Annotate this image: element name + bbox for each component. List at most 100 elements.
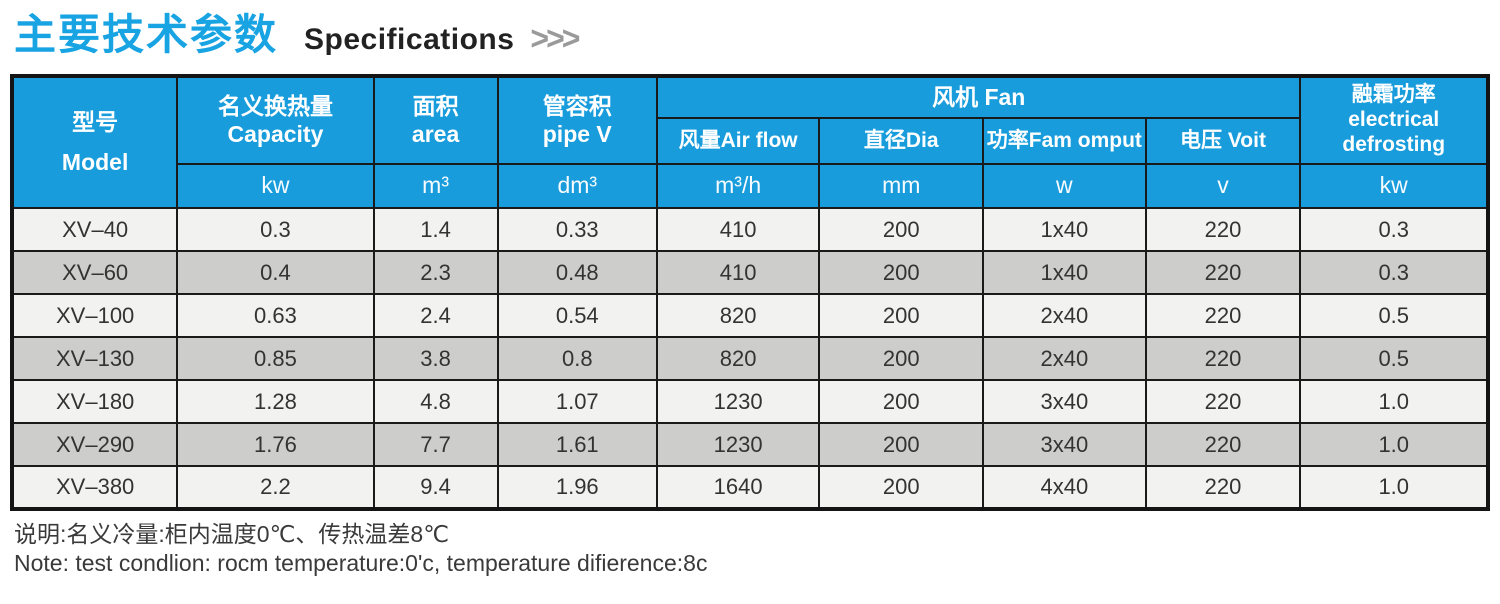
col-header-model-zh: 型号 (72, 109, 119, 136)
table-row: XV–40 0.3 1.4 0.33 410 200 1x40 220 0.3 (10, 207, 1489, 252)
value-cell: 1640 (655, 465, 821, 510)
value-cell: 220 (1144, 293, 1302, 338)
value-cell: 9.4 (372, 465, 499, 510)
col-header-volt: 电压 Voit (1144, 117, 1302, 165)
note-zh: 说明:名义冷量:柜内温度0℃、传热温差8℃ (14, 521, 450, 547)
value-cell: 1.61 (496, 422, 658, 467)
unit-air-flow: m³/h (655, 163, 821, 209)
value-cell: 2.2 (176, 465, 375, 510)
value-cell: 3x40 (982, 422, 1147, 467)
value-cell: 1.28 (176, 379, 375, 424)
col-header-model: 型号 Model (10, 75, 179, 209)
table-row: XV–380 2.2 9.4 1.96 1640 200 4x40 220 1.0 (10, 465, 1489, 510)
value-cell: 1.76 (176, 422, 375, 467)
value-cell: 220 (1144, 379, 1302, 424)
value-cell: 820 (655, 293, 821, 338)
value-cell: 200 (818, 422, 985, 467)
model-cell: XV–130 (10, 336, 179, 381)
value-cell: 220 (1144, 207, 1302, 252)
value-cell: 3x40 (982, 379, 1147, 424)
table-row: XV–130 0.85 3.8 0.8 820 200 2x40 220 0.5 (10, 336, 1489, 381)
value-cell: 820 (655, 336, 821, 381)
value-cell: 0.85 (176, 336, 375, 381)
value-cell: 220 (1144, 250, 1302, 295)
specifications-table: 型号 Model 名义换热量 Capacity 面积 area 管容积 pipe… (10, 74, 1490, 511)
value-cell: 0.54 (496, 293, 658, 338)
unit-dia: mm (818, 163, 985, 209)
model-cell: XV–40 (10, 207, 179, 252)
col-header-fan-group: 风机 Fan (655, 75, 1302, 119)
model-cell: XV–290 (10, 422, 179, 467)
value-cell: 1230 (655, 422, 821, 467)
value-cell: 0.48 (496, 250, 658, 295)
value-cell: 1.0 (1299, 422, 1489, 467)
col-header-dia: 直径Dia (818, 117, 985, 165)
page-header: 主要技术参数 Specifications >>> (0, 0, 1500, 74)
col-header-capacity-zh: 名义换热量 (217, 92, 333, 119)
value-cell: 3.8 (372, 336, 499, 381)
col-header-defrost-en1: electrical (1348, 108, 1440, 132)
value-cell: 220 (1144, 422, 1302, 467)
col-header-area-zh: 面积 (412, 92, 459, 119)
unit-fan-power: w (982, 163, 1147, 209)
footnotes: 说明:名义冷量:柜内温度0℃、传热温差8℃ Note: test condlio… (14, 520, 1500, 578)
col-header-air-flow: 风量Air flow (655, 117, 821, 165)
value-cell: 0.63 (176, 293, 375, 338)
model-cell: XV–380 (10, 465, 179, 510)
value-cell: 2x40 (982, 293, 1147, 338)
value-cell: 0.8 (496, 336, 658, 381)
unit-pipe-v: dm³ (496, 163, 658, 209)
value-cell: 4x40 (982, 465, 1147, 510)
unit-area: m³ (372, 163, 499, 209)
table-row: XV–290 1.76 7.7 1.61 1230 200 3x40 220 1.0 (10, 422, 1489, 467)
value-cell: 200 (818, 379, 985, 424)
value-cell: 1.0 (1299, 465, 1489, 510)
unit-defrost: kw (1299, 163, 1489, 209)
table-row: XV–60 0.4 2.3 0.48 410 200 1x40 220 0.3 (10, 250, 1489, 295)
value-cell: 0.33 (496, 207, 658, 252)
col-header-fan-power: 功率Fam omput (982, 117, 1147, 165)
value-cell: 2.3 (372, 250, 499, 295)
col-header-defrost-zh: 融霜功率 (1351, 83, 1436, 107)
col-header-capacity-en: Capacity (227, 120, 324, 147)
value-cell: 0.3 (1299, 250, 1489, 295)
unit-capacity: kw (176, 163, 375, 209)
value-cell: 0.3 (1299, 207, 1489, 252)
model-cell: XV–180 (10, 379, 179, 424)
value-cell: 0.5 (1299, 336, 1489, 381)
value-cell: 220 (1144, 465, 1302, 510)
table-body: XV–40 0.3 1.4 0.33 410 200 1x40 220 0.3 XV–60 0.4 2… (10, 207, 1489, 510)
col-header-pipe-v-en: pipe V (542, 120, 612, 147)
col-header-area: 面积 area (372, 75, 499, 165)
value-cell: 410 (655, 207, 821, 252)
value-cell: 200 (818, 207, 985, 252)
value-cell: 1.96 (496, 465, 658, 510)
value-cell: 4.8 (372, 379, 499, 424)
model-cell: XV–100 (10, 293, 179, 338)
value-cell: 0.5 (1299, 293, 1489, 338)
value-cell: 200 (818, 465, 985, 510)
note-en: Note: test condlion: rocm temperature:0'… (14, 549, 708, 576)
value-cell: 1x40 (982, 250, 1147, 295)
unit-volt: v (1144, 163, 1302, 209)
value-cell: 1.0 (1299, 379, 1489, 424)
value-cell: 2.4 (372, 293, 499, 338)
page-title-zh: 主要技术参数 (14, 11, 279, 58)
model-cell: XV–60 (10, 250, 179, 295)
col-header-pipe-v-zh: 管容积 (542, 92, 612, 119)
value-cell: 7.7 (372, 422, 499, 467)
value-cell: 200 (818, 336, 985, 381)
col-header-defrost: 融霜功率 electrical defrosting (1299, 75, 1489, 165)
col-header-pipe-v: 管容积 pipe V (496, 75, 658, 165)
value-cell: 0.3 (176, 207, 375, 252)
value-cell: 200 (818, 250, 985, 295)
table-row: XV–100 0.63 2.4 0.54 820 200 2x40 220 0.5 (10, 293, 1489, 338)
value-cell: 1x40 (982, 207, 1147, 252)
col-header-model-en: Model (61, 148, 129, 175)
value-cell: 1230 (655, 379, 821, 424)
page-title-en: Specifications (304, 23, 515, 56)
value-cell: 1.4 (372, 207, 499, 252)
col-header-area-en: area (411, 120, 460, 147)
col-header-defrost-en2: defrosting (1342, 132, 1446, 156)
